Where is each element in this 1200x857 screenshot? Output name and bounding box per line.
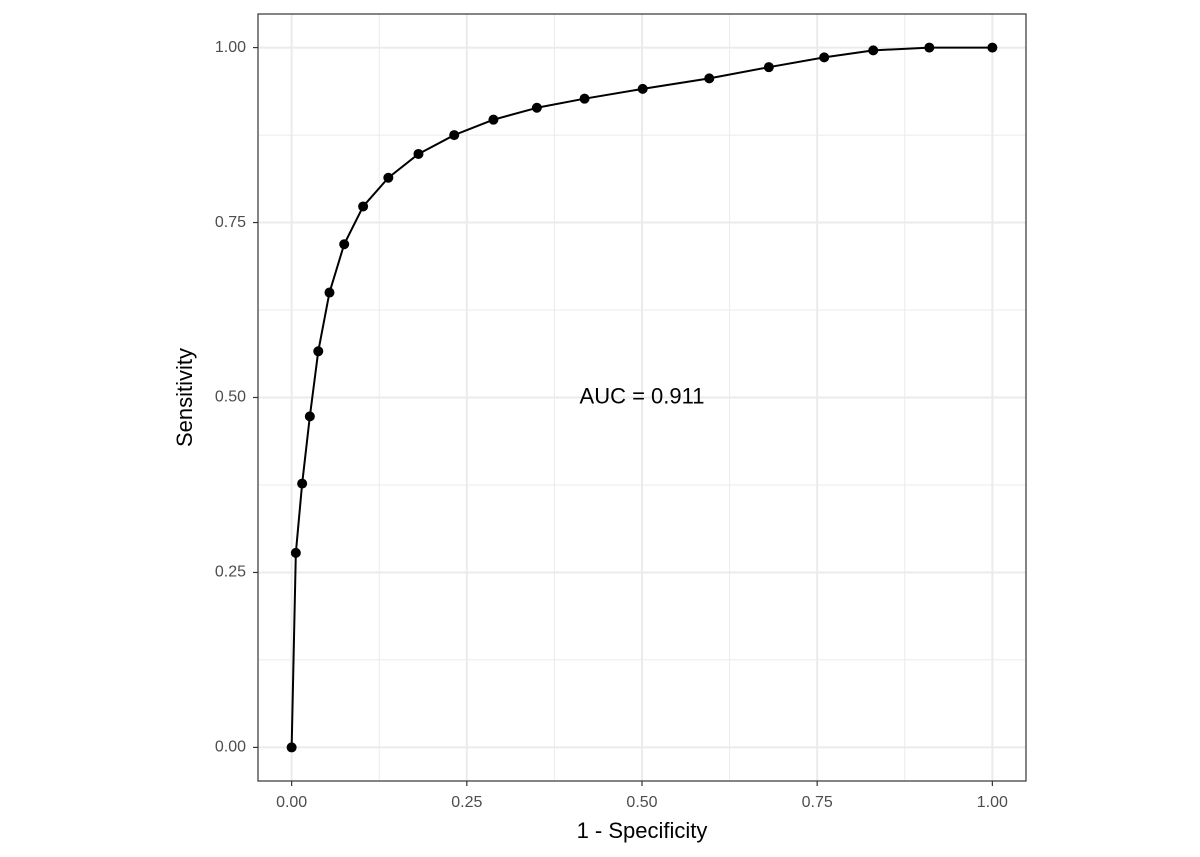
- roc-data-point: [304, 411, 315, 422]
- x-tick-label: 0.00: [276, 794, 307, 811]
- y-tick-label: 1.00: [215, 39, 246, 56]
- roc-data-point: [413, 148, 424, 159]
- roc-data-point: [286, 742, 297, 753]
- roc-data-point: [868, 45, 879, 56]
- roc-data-point: [763, 62, 774, 73]
- y-tick-label: 0.25: [215, 564, 246, 581]
- roc-data-point: [704, 73, 715, 84]
- roc-data-point: [637, 83, 648, 94]
- roc-data-point: [383, 172, 394, 183]
- auc-annotation: AUC = 0.911: [580, 383, 705, 408]
- roc-data-point: [313, 346, 324, 357]
- roc-data-point: [324, 287, 335, 298]
- x-tick-label: 0.25: [451, 794, 482, 811]
- roc-data-point: [297, 478, 308, 489]
- y-tick-label: 0.50: [215, 389, 246, 406]
- x-tick-label: 0.75: [802, 794, 833, 811]
- roc-data-point: [290, 547, 301, 558]
- roc-data-point: [987, 42, 998, 53]
- x-tick-label: 0.50: [626, 794, 657, 811]
- roc-data-point: [819, 52, 830, 63]
- x-axis-title: 1 - Specificity: [577, 818, 708, 843]
- roc-data-point: [924, 42, 935, 53]
- y-tick-label: 0.00: [215, 739, 246, 756]
- roc-data-point: [339, 239, 350, 250]
- roc-data-point: [579, 93, 590, 104]
- roc-data-point: [531, 102, 542, 113]
- roc-data-point: [449, 130, 460, 141]
- x-tick-label: 1.00: [977, 794, 1008, 811]
- roc-data-point: [488, 114, 499, 125]
- y-axis-title: Sensitivity: [172, 348, 197, 447]
- roc-data-point: [358, 201, 369, 212]
- y-tick-label: 0.75: [215, 214, 246, 231]
